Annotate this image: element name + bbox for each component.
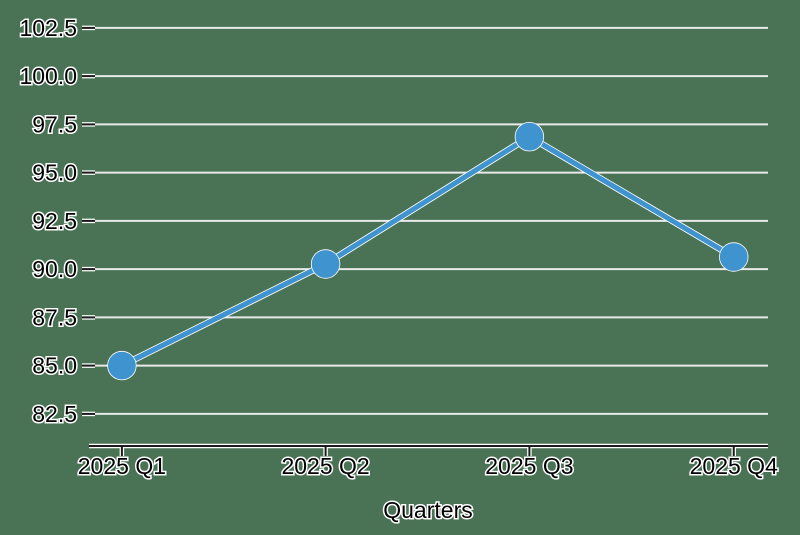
svg-text:85.0: 85.0 — [32, 353, 77, 379]
svg-text:92.5: 92.5 — [32, 208, 77, 234]
svg-text:87.5: 87.5 — [32, 304, 77, 330]
svg-text:100.0: 100.0 — [19, 63, 77, 89]
svg-text:95.0: 95.0 — [32, 160, 77, 186]
svg-text:Quarters: Quarters — [383, 497, 472, 523]
svg-text:2025 Q2: 2025 Q2 — [281, 453, 369, 479]
svg-text:2025 Q1: 2025 Q1 — [78, 453, 166, 479]
svg-text:102.5: 102.5 — [19, 15, 77, 41]
svg-text:82.5: 82.5 — [32, 401, 77, 427]
svg-text:2025 Q3: 2025 Q3 — [485, 453, 573, 479]
svg-text:2025 Q4: 2025 Q4 — [690, 453, 778, 479]
svg-text:97.5: 97.5 — [32, 111, 77, 137]
svg-text:90.0: 90.0 — [32, 256, 77, 282]
